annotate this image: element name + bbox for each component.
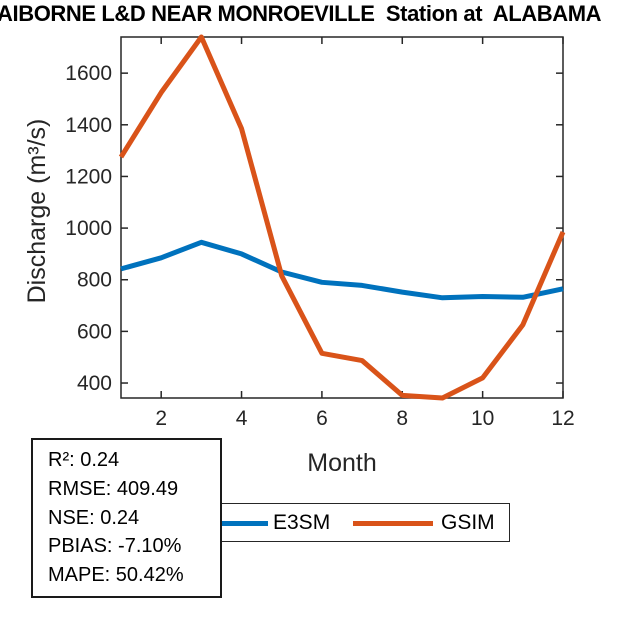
x-tick-label: 2 bbox=[155, 407, 167, 430]
y-tick-label: 800 bbox=[77, 269, 112, 292]
stats-line-rmse: RMSE: 409.49 bbox=[48, 477, 179, 500]
x-tick-label: 4 bbox=[236, 407, 248, 430]
x-tick-label: 8 bbox=[396, 407, 408, 430]
stats-line-mape: MAPE: 50.42% bbox=[48, 564, 184, 587]
y-tick-label: 1200 bbox=[65, 165, 112, 188]
gsim-line-swatch bbox=[353, 520, 433, 526]
x-tick-label: 6 bbox=[316, 407, 328, 430]
stats-box: R²: 0.24 RMSE: 409.49 NSE: 0.24 PBIAS: -… bbox=[31, 438, 222, 598]
y-tick-label: 1400 bbox=[65, 114, 112, 137]
chart-title: AIBORNE L&D NEAR MONROEVILLE Station at … bbox=[0, 1, 602, 26]
legend-label-gsim: GSIM bbox=[441, 511, 495, 534]
series-line-e3sm bbox=[120, 239, 564, 301]
series-line-gsim bbox=[118, 34, 566, 401]
y-tick-label: 1000 bbox=[65, 217, 112, 240]
stats-line-r2: R²: 0.24 bbox=[48, 449, 120, 471]
x-tick-label: 12 bbox=[551, 407, 574, 430]
y-axis-label: Discharge (m³/s) bbox=[23, 118, 51, 304]
e3sm-line-swatch bbox=[188, 520, 268, 526]
x-axis-label: Month bbox=[307, 449, 377, 477]
legend-label-e3sm: E3SM bbox=[273, 511, 331, 534]
x-tick-label: 10 bbox=[471, 407, 494, 430]
stats-line-nse: NSE: 0.24 bbox=[48, 506, 140, 529]
y-tick-label: 400 bbox=[77, 372, 112, 395]
y-tick-label: 600 bbox=[77, 320, 112, 343]
legend: E3SM GSIM bbox=[174, 503, 510, 542]
y-tick-label: 1600 bbox=[65, 62, 112, 85]
axis-box bbox=[120, 36, 564, 399]
stats-line-pbias: PBIAS: -7.10% bbox=[48, 535, 182, 558]
